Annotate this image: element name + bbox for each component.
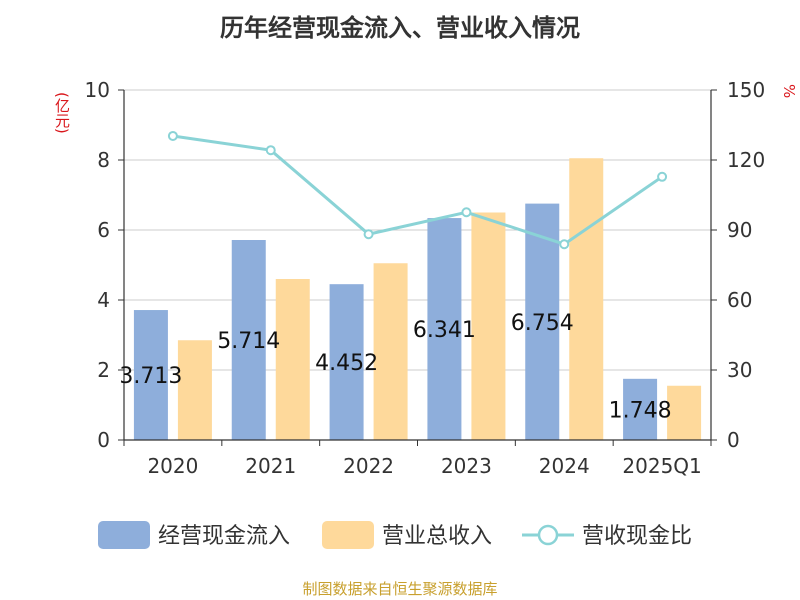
bar-revenue [569,158,604,440]
ratio-point [167,130,178,141]
ratio-point [461,207,472,218]
data-label: 4.452 [315,351,378,376]
ratio-point [559,239,570,250]
legend-label: 营业总收入 [382,524,492,549]
y2-axis-unit: % [780,84,798,99]
ratio-point [265,145,276,156]
x-tick-label: 2021 [245,454,296,478]
bar-cash-inflow [329,284,364,440]
bar-cash-inflow [623,378,658,440]
legend-marker-ratio [537,524,559,546]
x-tick-label: 2023 [441,454,492,478]
source-note: 制图数据来自恒生聚源数据库 [302,580,498,598]
legend-swatch-revenue [322,521,374,549]
y2-tick-label: 150 [727,78,765,102]
y-tick-label: 8 [97,148,110,172]
y2-tick-label: 60 [727,288,752,312]
bar-revenue [177,340,212,440]
x-tick-label: 2024 [539,454,590,478]
bar-cash-inflow [133,310,168,440]
bar-revenue [373,263,408,440]
data-label: 6.754 [511,311,574,336]
y-tick-label: 4 [97,288,110,312]
x-tick-label: 2020 [147,454,198,478]
legend-label: 经营现金流入 [158,524,290,549]
bar-cash-inflow [231,240,266,440]
ratio-point [657,171,668,182]
ratio-line [172,134,663,246]
y2-tick-label: 120 [727,148,765,172]
y2-tick-label: 90 [727,218,752,242]
y-tick-label: 2 [97,358,110,382]
y-tick-label: 0 [97,428,110,452]
bar-cash-inflow [525,203,560,440]
chart-title: 历年经营现金流入、营业收入情况 [220,14,580,42]
legend-swatch-cash-inflow [98,521,150,549]
data-label: 1.748 [609,398,672,423]
data-label: 3.713 [119,364,182,389]
legend-label: 营收现金比 [582,524,692,549]
y-tick-label: 6 [97,218,110,242]
y2-tick-label: 0 [727,428,740,452]
bar-cash-inflow [427,218,462,440]
x-tick-label: 2022 [343,454,394,478]
y2-tick-label: 30 [727,358,752,382]
y-axis-unit: (亿元) [53,92,71,134]
bar-revenue [471,212,506,440]
bar-revenue [667,385,702,440]
x-tick-label: 2025Q1 [622,454,701,478]
data-label: 5.714 [217,329,280,354]
ratio-point [363,229,374,240]
y-tick-label: 10 [85,78,110,102]
bar-revenue [275,279,310,440]
data-label: 6.341 [413,318,476,343]
